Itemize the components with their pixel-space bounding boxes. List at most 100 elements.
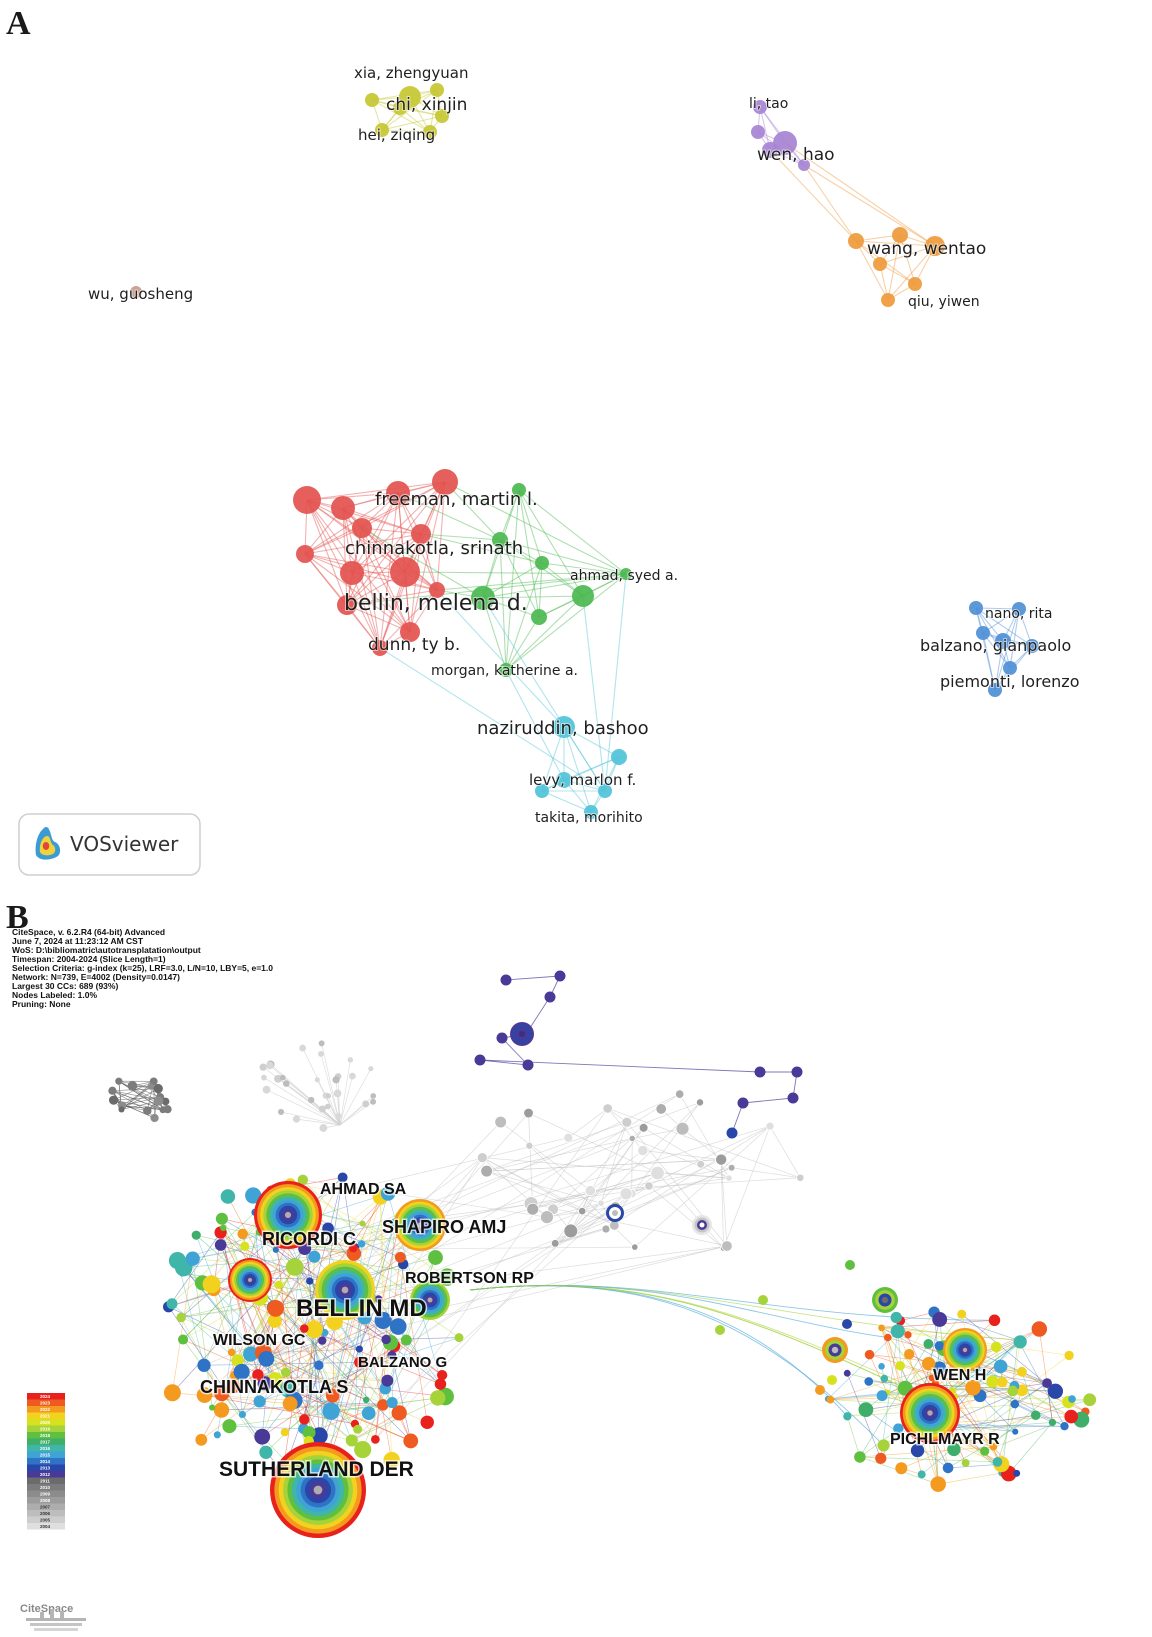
cs-node [554, 970, 566, 982]
cs-edge [900, 1311, 935, 1322]
cs-node [737, 1097, 749, 1109]
cs-edge [342, 1177, 355, 1254]
vos-node-blue [976, 626, 990, 640]
vos-edge [436, 481, 446, 591]
cs-node [394, 1251, 406, 1263]
cs-edge [328, 1095, 341, 1126]
cs-edge [326, 1299, 368, 1463]
label-wu-guosheng: wu, guosheng [88, 285, 193, 303]
label-levy-marlon: levy, marlon f. [529, 771, 636, 789]
cs-edge [168, 1232, 221, 1308]
cs-edge [177, 1260, 205, 1366]
vos-node-yellow [430, 83, 444, 97]
label-freeman-martin: freeman, martin l. [375, 489, 538, 510]
cs-edge [221, 1218, 243, 1415]
legend-year-label: 2017 [40, 1440, 51, 1445]
cs-edge [1021, 1371, 1037, 1416]
legend-swatch [27, 1471, 65, 1478]
cs-node [843, 1412, 852, 1421]
cs-node [297, 1174, 309, 1186]
cs-edge [351, 1412, 400, 1441]
cs-node [1013, 1469, 1021, 1477]
label-robertson-rp: ROBERTSON RP [405, 1270, 534, 1287]
cs-edge [642, 1150, 722, 1160]
legend-swatch [27, 1393, 65, 1400]
cs-node [454, 1333, 464, 1343]
vos-edge [346, 492, 399, 606]
vos-node-red [411, 524, 431, 544]
vos-edge [304, 553, 438, 591]
vos-node-red [386, 481, 410, 505]
cs-node [280, 1428, 289, 1437]
cs-node [930, 1476, 946, 1492]
cs-node [163, 1105, 172, 1114]
cs-node [115, 1077, 123, 1085]
label-bellin-melena: bellin, melena d. [344, 591, 528, 616]
cs-ring-node [284, 1211, 292, 1219]
legend-year-label: 2018 [40, 1433, 51, 1438]
cs-node [168, 1252, 187, 1270]
cs-node [884, 1333, 892, 1342]
legend-year-label: 2015 [40, 1453, 51, 1458]
vos-node-yellow [375, 123, 389, 137]
cs-node [893, 1423, 904, 1434]
legend-year-label: 2022 [40, 1407, 51, 1412]
cs-node [1007, 1385, 1018, 1397]
cs-node [233, 1363, 250, 1380]
vos-edge [371, 99, 431, 133]
cs-node [220, 1189, 236, 1204]
cs-node [947, 1442, 961, 1457]
cs-node [176, 1312, 186, 1323]
cs-edge [118, 1080, 164, 1111]
vos-edge [482, 573, 627, 599]
label-bellin-md: BELLIN MD [296, 1295, 427, 1322]
vos-node-cyan [556, 772, 572, 788]
vos-edge [505, 489, 520, 671]
cs-node [150, 1113, 159, 1123]
cs-edge [181, 1257, 436, 1318]
cs-node [876, 1390, 888, 1402]
vos-node-red [340, 561, 364, 585]
vos-edge [499, 489, 520, 541]
cs-node [904, 1349, 915, 1360]
vos-edge [982, 608, 1020, 634]
vos-edge [351, 572, 381, 649]
vos-labels: xia, zhengyuan chi, xinjin hei, ziqing l… [87, 63, 1080, 827]
cs-node [253, 1395, 266, 1408]
legend-year-label: 2023 [40, 1401, 51, 1406]
vos-edge [505, 562, 543, 671]
cs-node [843, 1369, 851, 1377]
header-line-6: Network: N=739, E=4002 (Density=0.0147) [12, 972, 180, 982]
vos-node-yellow [365, 93, 379, 107]
label-wilson-gc: WILSON GC [213, 1332, 306, 1349]
cs-node [262, 1085, 271, 1094]
legend-year-label: 2009 [40, 1492, 51, 1497]
cs-edge [634, 1125, 771, 1248]
cs-node [650, 1165, 665, 1181]
vos-edge [409, 533, 422, 633]
cs-node [765, 1121, 775, 1131]
cs-edge [1014, 1382, 1048, 1405]
legend-swatch [27, 1464, 65, 1471]
cs-node [163, 1384, 181, 1402]
vos-edge [994, 608, 1020, 691]
vos-edge [306, 499, 353, 574]
cs-node [721, 1240, 733, 1252]
cs-edge [590, 1150, 644, 1191]
cs-node [434, 1378, 447, 1390]
label-pichlmayr-r: PICHLMAYR R [890, 1431, 1000, 1448]
legend-swatch [27, 1432, 65, 1439]
legend-year-label: 2021 [40, 1414, 51, 1419]
cs-edge [339, 1103, 366, 1126]
cs-edge [248, 1277, 395, 1347]
cs-node [252, 1369, 264, 1381]
cs-edge [529, 1145, 636, 1248]
cs-edge [302, 1047, 341, 1126]
cs-edge [921, 1390, 1023, 1475]
cs-node [389, 1318, 407, 1335]
cs-edge [380, 1196, 384, 1321]
cs-node [928, 1374, 935, 1382]
cs-node [354, 1356, 366, 1368]
label-piemonti-lorenzo: piemonti, lorenzo [940, 672, 1079, 691]
